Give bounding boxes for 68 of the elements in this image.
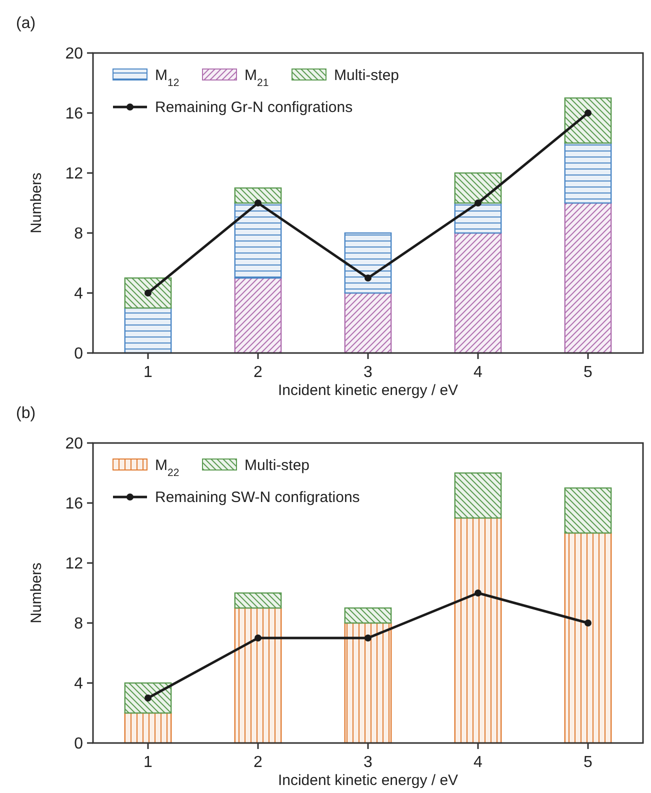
y-tick-label: 20 xyxy=(65,436,84,453)
y-tick-label: 4 xyxy=(74,286,84,303)
point xyxy=(144,694,152,702)
legend-label: Multi-step xyxy=(334,67,400,84)
bar xyxy=(454,517,502,744)
x-tick-label: 3 xyxy=(364,364,373,381)
x-tick-label: 4 xyxy=(474,754,483,771)
legend-label: Multi-step xyxy=(244,457,310,474)
bar xyxy=(454,172,502,204)
bar xyxy=(564,142,612,204)
y-tick-label: 8 xyxy=(74,616,84,633)
bar xyxy=(344,292,392,354)
point xyxy=(364,634,372,642)
point xyxy=(584,620,592,626)
bar xyxy=(454,232,502,354)
point xyxy=(144,290,152,296)
x-axis-title: Incident kinetic energy / eV xyxy=(278,382,458,399)
y-tick-label: 8 xyxy=(74,226,84,243)
bar xyxy=(454,472,502,519)
x-tick-label: 5 xyxy=(584,754,593,771)
y-tick-label: 0 xyxy=(74,736,84,753)
bar xyxy=(564,202,612,354)
x-axis-title: Incident kinetic energy / eV xyxy=(278,772,458,789)
bar xyxy=(344,232,392,294)
bar xyxy=(454,202,502,234)
point xyxy=(254,200,262,206)
bar xyxy=(564,532,612,744)
y-tick-label: 12 xyxy=(65,166,84,183)
bar xyxy=(564,97,612,144)
legend-label: Remaining SW-N configrations xyxy=(155,489,360,506)
point xyxy=(474,590,482,596)
text: (b) xyxy=(16,405,36,422)
x-tick-label: 3 xyxy=(364,754,373,771)
y-tick-label: 20 xyxy=(65,46,84,63)
x-tick-label: 5 xyxy=(584,364,593,381)
legend-label: Remaining Gr-N configrations xyxy=(155,99,353,116)
bar xyxy=(234,607,282,744)
x-tick-label: 4 xyxy=(474,364,483,381)
bar xyxy=(124,277,172,309)
bar xyxy=(124,712,172,744)
x-tick-label: 1 xyxy=(144,364,153,381)
bar xyxy=(234,202,282,279)
y-tick-label: 16 xyxy=(65,106,84,123)
point xyxy=(254,634,262,642)
bar xyxy=(124,682,172,714)
y-axis-title: Numbers xyxy=(28,562,45,624)
y-tick-label: 0 xyxy=(74,346,84,363)
bar xyxy=(124,307,172,354)
y-axis-title: Numbers xyxy=(28,172,45,234)
bar xyxy=(234,277,282,354)
text: (a) xyxy=(16,15,36,32)
legend-label: M$_{21}$ xyxy=(244,67,269,89)
bar xyxy=(344,622,392,744)
y-tick-label: 4 xyxy=(74,676,84,693)
legend-label: M$_{12}$ xyxy=(155,67,180,89)
point xyxy=(474,200,482,206)
point xyxy=(364,274,372,282)
legend-label: M$_{22}$ xyxy=(155,457,180,479)
y-tick-label: 12 xyxy=(65,556,84,573)
bar xyxy=(344,607,392,624)
x-tick-label: 2 xyxy=(254,754,263,771)
bar xyxy=(564,487,612,534)
bar xyxy=(234,592,282,609)
point xyxy=(584,110,592,116)
bar xyxy=(234,187,282,204)
x-tick-label: 2 xyxy=(254,364,263,381)
x-tick-label: 1 xyxy=(144,754,153,771)
y-tick-label: 16 xyxy=(65,496,84,513)
